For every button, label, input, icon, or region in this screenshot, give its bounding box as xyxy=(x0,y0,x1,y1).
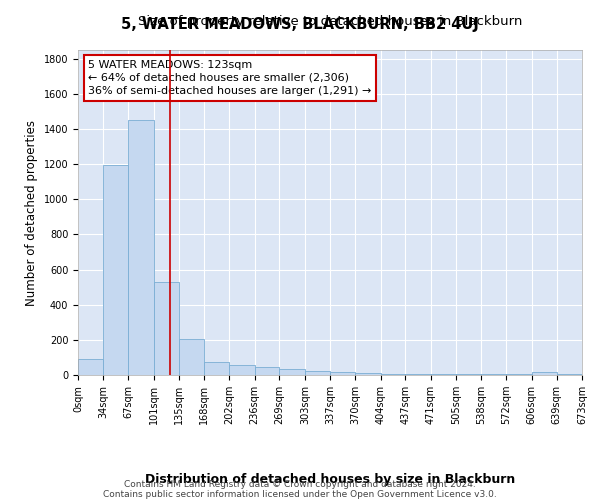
Bar xyxy=(331,372,355,375)
Title: Size of property relative to detached houses in Blackburn: Size of property relative to detached ho… xyxy=(138,15,522,28)
Bar xyxy=(355,373,380,375)
Bar xyxy=(128,120,154,375)
Bar xyxy=(280,369,305,375)
Bar xyxy=(481,374,506,375)
Bar xyxy=(506,374,532,375)
Bar xyxy=(532,372,557,375)
Text: 5 WATER MEADOWS: 123sqm
← 64% of detached houses are smaller (2,306)
36% of semi: 5 WATER MEADOWS: 123sqm ← 64% of detache… xyxy=(88,60,371,96)
Text: 5, WATER MEADOWS, BLACKBURN, BB2 4UJ: 5, WATER MEADOWS, BLACKBURN, BB2 4UJ xyxy=(121,18,479,32)
Y-axis label: Number of detached properties: Number of detached properties xyxy=(25,120,38,306)
Bar xyxy=(405,374,431,375)
Bar xyxy=(229,366,255,375)
Bar xyxy=(204,362,229,375)
Bar xyxy=(305,370,331,375)
Bar xyxy=(179,339,204,375)
Text: Distribution of detached houses by size in Blackburn: Distribution of detached houses by size … xyxy=(145,472,515,486)
Bar xyxy=(380,374,405,375)
Bar xyxy=(456,374,481,375)
Bar xyxy=(154,282,179,375)
Text: Contains HM Land Registry data © Crown copyright and database right 2024.
Contai: Contains HM Land Registry data © Crown c… xyxy=(103,480,497,499)
Bar xyxy=(557,374,582,375)
Bar xyxy=(431,374,456,375)
Bar xyxy=(255,367,280,375)
Bar xyxy=(78,359,103,375)
Bar xyxy=(103,165,128,375)
